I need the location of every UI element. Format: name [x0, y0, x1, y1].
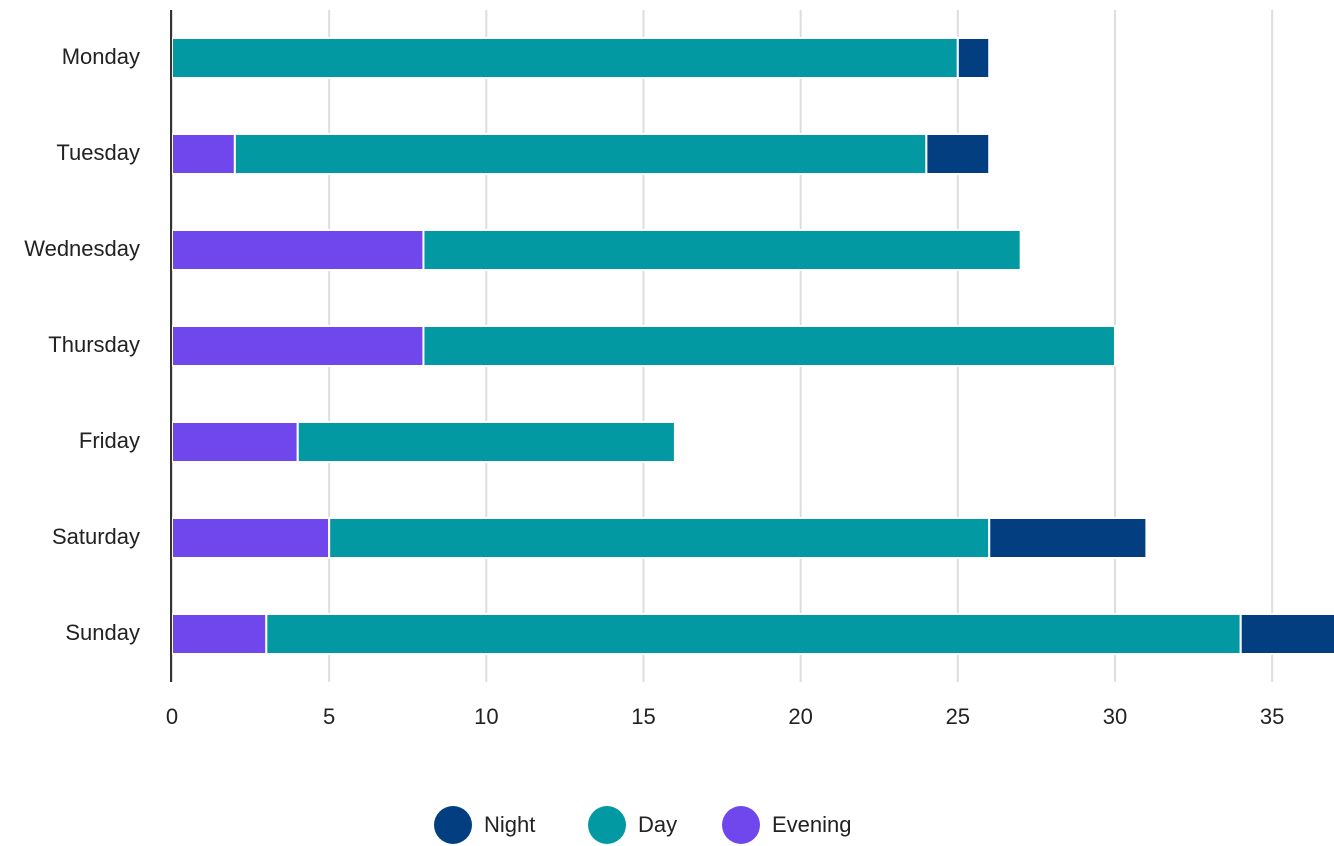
- bar-segment: [328, 517, 991, 559]
- y-tick-label: Friday: [79, 428, 140, 453]
- x-tick-label: 15: [631, 704, 655, 729]
- legend-swatch: [434, 806, 472, 844]
- bar-segment: [171, 613, 268, 655]
- bar-segment: [988, 517, 1148, 559]
- legend-label: Night: [484, 812, 535, 837]
- y-tick-label: Tuesday: [56, 140, 140, 165]
- y-tick-label: Sunday: [65, 620, 140, 645]
- bar-segment: [265, 613, 1242, 655]
- x-tick-label: 25: [946, 704, 970, 729]
- y-tick-label: Monday: [62, 44, 140, 69]
- legend-swatch: [588, 806, 626, 844]
- y-tick-label: Saturday: [52, 524, 140, 549]
- bar-segment: [171, 37, 959, 79]
- bar-segment: [925, 133, 991, 175]
- y-tick-label: Wednesday: [24, 236, 140, 261]
- bar-segment: [171, 517, 331, 559]
- bar-segment: [171, 325, 425, 367]
- bar-segment: [422, 229, 1022, 271]
- bar-segment: [422, 325, 1116, 367]
- bar-segment: [171, 421, 299, 463]
- x-tick-label: 30: [1103, 704, 1127, 729]
- y-tick-label: Thursday: [48, 332, 140, 357]
- bar-segment: [171, 133, 236, 175]
- bar-segment: [171, 229, 425, 271]
- bar-segment: [1239, 613, 1334, 655]
- bar-segment: [296, 421, 676, 463]
- x-tick-label: 5: [323, 704, 335, 729]
- x-tick-label: 20: [788, 704, 812, 729]
- bar-segment: [233, 133, 928, 175]
- x-tick-label: 10: [474, 704, 498, 729]
- legend-swatch: [722, 806, 760, 844]
- bar-segment: [956, 37, 991, 79]
- x-tick-label: 35: [1260, 704, 1284, 729]
- x-tick-label: 0: [166, 704, 178, 729]
- legend-label: Evening: [772, 812, 852, 837]
- legend-label: Day: [638, 812, 677, 837]
